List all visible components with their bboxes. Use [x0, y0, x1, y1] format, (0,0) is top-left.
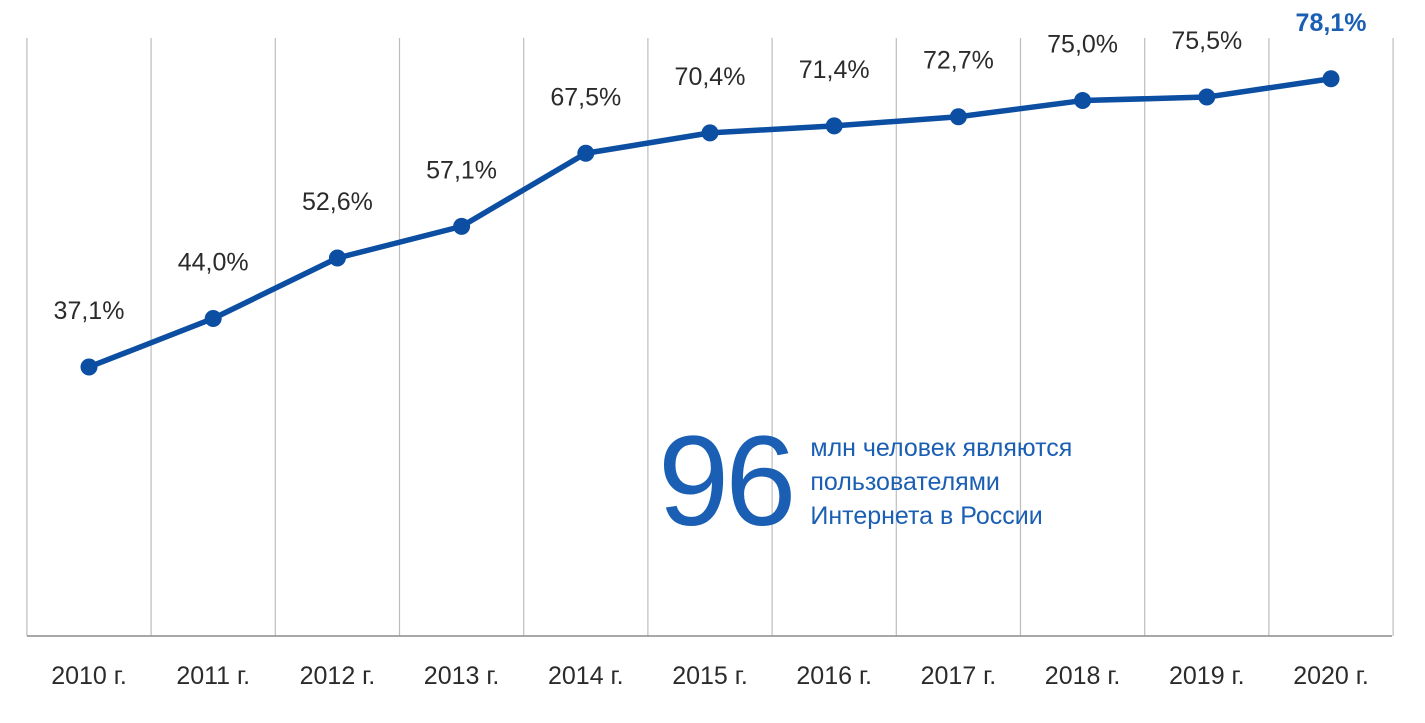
data-label: 70,4%	[675, 63, 746, 91]
data-point	[577, 144, 595, 162]
data-point	[1198, 88, 1216, 106]
x-tick-label: 2016 г.	[796, 662, 872, 690]
x-tick-label: 2014 г.	[548, 662, 624, 690]
data-point	[1322, 70, 1340, 88]
data-label: 71,4%	[799, 56, 870, 84]
callout-line-1: млн человек являются	[810, 434, 1073, 462]
data-point	[701, 124, 719, 142]
x-tick-label: 2010 г.	[51, 662, 127, 690]
x-tick-label: 2013 г.	[424, 662, 500, 690]
data-label: 72,7%	[923, 47, 994, 75]
x-tick-label: 2011 г.	[176, 662, 250, 690]
data-point	[328, 249, 346, 267]
x-tick-label: 2017 г.	[921, 662, 997, 690]
grid-lines	[26, 38, 1394, 636]
data-point	[80, 358, 98, 376]
data-point	[1074, 92, 1092, 110]
users-callout: 96 млн человек являются пользователями И…	[658, 418, 1072, 546]
data-point	[453, 217, 471, 235]
callout-line-2: пользователями	[810, 468, 1000, 496]
x-tick-labels: 2010 г. 2011 г. 2012 г. 2013 г. 2014 г. 2015 …	[51, 662, 1369, 690]
callout-line-3: Интернета в России	[810, 502, 1043, 530]
data-label: 37,1%	[54, 297, 125, 325]
value-labels: 37,1% 44,0% 52,6% 57,1% 67,5% 70,4% 71,4% 72,7%…	[54, 9, 1367, 325]
data-label: 75,5%	[1171, 27, 1242, 55]
data-point	[949, 108, 967, 126]
x-tick-label: 2018 г.	[1045, 662, 1121, 690]
x-tick-label: 2020 г.	[1293, 662, 1369, 690]
data-label: 75,0%	[1047, 31, 1118, 59]
data-point	[825, 117, 843, 135]
data-point	[204, 309, 222, 327]
data-label: 78,1%	[1296, 9, 1367, 37]
data-label: 57,1%	[426, 156, 497, 184]
callout-text: млн человек являются пользователями Инте…	[810, 431, 1072, 533]
data-points	[80, 70, 1340, 376]
data-label: 67,5%	[550, 83, 621, 111]
callout-number: 96	[658, 410, 796, 553]
data-label: 52,6%	[302, 188, 373, 216]
x-tick-label: 2015 г.	[672, 662, 748, 690]
x-tick-label: 2012 г.	[300, 662, 376, 690]
data-label: 44,0%	[178, 248, 249, 276]
x-tick-label: 2019 г.	[1169, 662, 1245, 690]
